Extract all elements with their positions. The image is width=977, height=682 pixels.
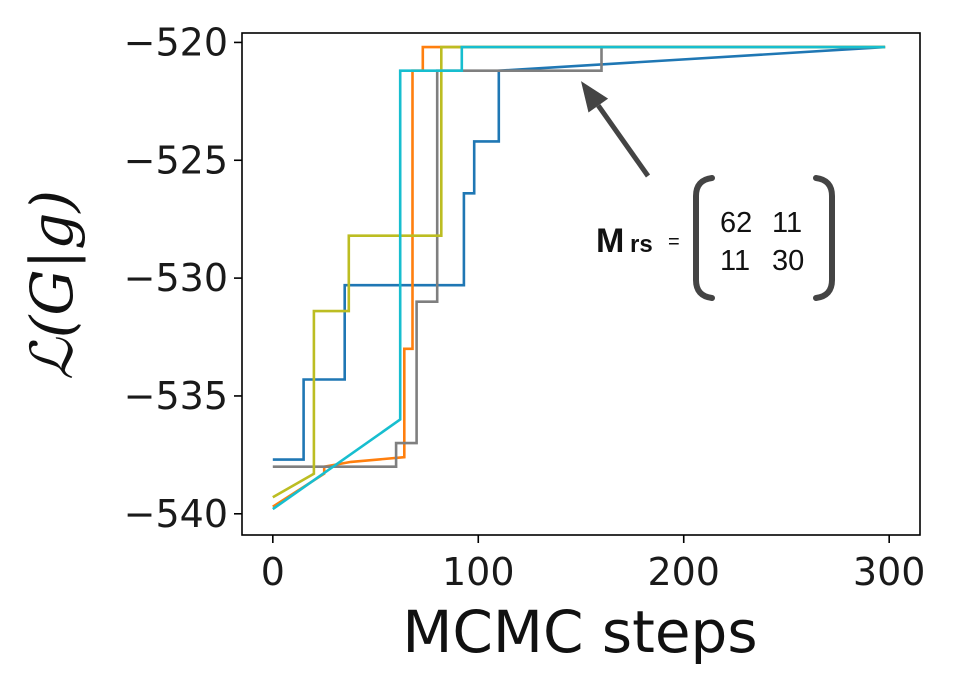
plot-frame: [241, 32, 921, 536]
y-tick-label: −535: [124, 374, 228, 418]
matrix-cell: 11: [772, 207, 802, 239]
series-layer: [272, 45, 886, 511]
matrix-cell: 11: [720, 245, 750, 277]
matrix-cell: 62: [720, 207, 752, 239]
y-tick-label: −520: [124, 20, 228, 64]
series-line-1: [272, 45, 886, 461]
annotation-m-label: M: [596, 222, 624, 260]
annotation-rs-subscript: rs: [630, 231, 653, 258]
series-line-4: [272, 45, 886, 499]
series-line-2: [272, 45, 886, 508]
annotation-arrow: [596, 104, 651, 178]
matrix-left-bracket: [693, 175, 715, 301]
y-tick-label: −540: [124, 492, 228, 536]
series-line-3: [272, 45, 886, 469]
x-tick-label: 100: [442, 550, 515, 594]
x-tick-label: 200: [647, 550, 720, 594]
y-axis-label: ℒ(G|g): [18, 190, 86, 380]
matrix-cell: 30: [772, 245, 804, 277]
y-tick-label: −525: [124, 138, 228, 182]
series-line-5: [272, 45, 886, 511]
annotation-equals: =: [668, 231, 680, 253]
annotation-arrow-head: [581, 81, 609, 113]
x-tick-label: 0: [261, 550, 285, 594]
y-tick-label: −530: [124, 256, 228, 300]
matrix-right-bracket: [813, 175, 835, 301]
x-tick-label: 300: [853, 550, 926, 594]
annotation: M rs = 62 11 11 30: [581, 81, 835, 301]
ticks-layer: 0 100 200 300 −540 −535 −530 −525 −520: [124, 20, 926, 594]
x-axis-label: MCMC steps: [402, 598, 757, 666]
